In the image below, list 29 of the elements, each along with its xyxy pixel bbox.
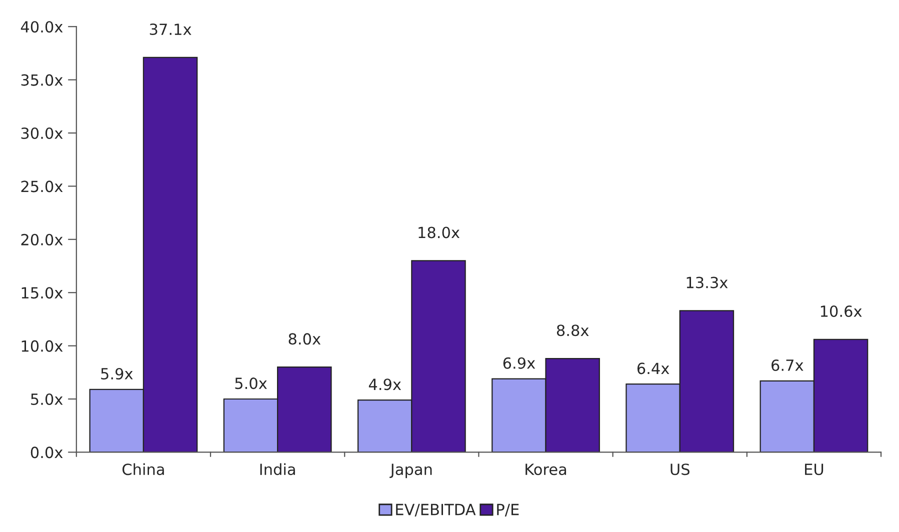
data-label: 13.3x bbox=[686, 276, 728, 288]
y-tick-label: 10.0x bbox=[22, 340, 63, 352]
x-tick-label: Korea bbox=[526, 464, 566, 476]
data-label: 18.0x bbox=[418, 226, 460, 238]
x-tick-label: China bbox=[122, 463, 164, 476]
data-label: 8.0x bbox=[288, 333, 321, 345]
y-tick-label: 30.0x bbox=[21, 127, 63, 140]
y-tick-label: 15.0x bbox=[22, 287, 63, 299]
x-tick-label: India bbox=[260, 463, 295, 476]
y-tick-label: 20.0x bbox=[21, 234, 63, 246]
y-tick-label: 5.0x bbox=[31, 393, 63, 406]
data-label: 6.9x bbox=[503, 357, 536, 369]
data-label: 8.8x bbox=[556, 324, 589, 336]
data-label: 37.1x bbox=[150, 23, 192, 36]
y-tick-label: 40.0x bbox=[20, 21, 63, 33]
y-tick-label: 35.0x bbox=[21, 74, 63, 86]
data-label: 5.0x bbox=[235, 378, 267, 390]
data-label: 5.9x bbox=[101, 368, 133, 380]
data-label: 6.7x bbox=[772, 359, 804, 372]
legend-label: EV/EBITDA bbox=[396, 504, 476, 516]
data-label: 10.6x bbox=[820, 305, 862, 318]
data-label: 6.4x bbox=[637, 362, 670, 374]
y-tick-label: 0.0x bbox=[30, 446, 63, 458]
legend-label: P/E bbox=[497, 504, 519, 516]
y-tick-label: 25.0x bbox=[21, 180, 63, 192]
data-label: 4.9x bbox=[368, 378, 402, 390]
x-tick-label: EU bbox=[805, 464, 824, 476]
x-tick-label: Japan bbox=[390, 464, 432, 478]
x-tick-label: US bbox=[670, 464, 690, 476]
